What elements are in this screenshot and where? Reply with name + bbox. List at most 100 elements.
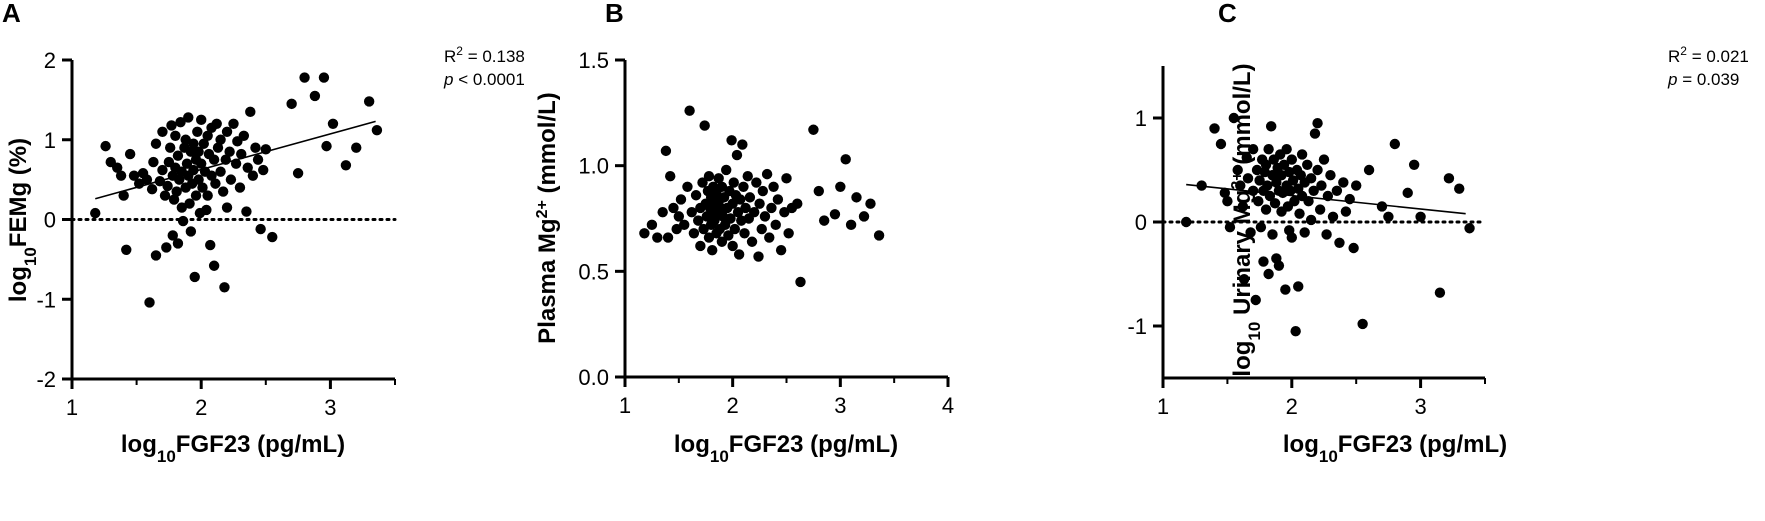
panel-b-point xyxy=(697,177,708,188)
panel-a-regression-line xyxy=(95,120,376,200)
panel-c-letter: C xyxy=(1218,0,1237,28)
panel-b-point xyxy=(679,219,690,231)
panel-c-point xyxy=(1287,175,1299,186)
panel-b-point xyxy=(818,215,830,226)
panel-a-point xyxy=(196,158,207,169)
panel-c-p: p = 0.039 xyxy=(1667,70,1739,89)
panel-c-point xyxy=(1408,159,1420,170)
panel-c-point xyxy=(1254,175,1265,186)
panel-a-point xyxy=(250,142,261,153)
panel-b-point xyxy=(723,230,734,241)
panel-c-y-tick-label: -1 xyxy=(1127,314,1147,339)
panel-a-point xyxy=(201,204,212,216)
panel-b-point xyxy=(639,228,650,239)
panel-b-point xyxy=(783,228,794,239)
panel-c-x-tick-label: 1 xyxy=(1157,394,1169,419)
panel-b-point xyxy=(768,181,779,192)
panel-c-point xyxy=(1253,196,1264,207)
panel-a-point xyxy=(224,146,235,157)
panel-b-xlabel: log10FGF23 (pg/mL) xyxy=(674,431,898,466)
panel-b-point xyxy=(707,245,718,256)
panel-a-point xyxy=(208,154,220,165)
panel-c-point xyxy=(1303,196,1314,207)
panel-b-ylabel: Plasma Mg2+ (mmol/L) xyxy=(534,92,562,344)
panel-a-point xyxy=(221,126,233,137)
panel-a-y-tick-label: 1 xyxy=(44,128,56,153)
panel-a-point xyxy=(363,96,375,107)
panel-c-x-tick-label: 3 xyxy=(1414,394,1426,419)
panel-c-point xyxy=(1235,180,1246,191)
panel-b-point xyxy=(792,198,803,209)
panel-a-point xyxy=(340,160,352,171)
panel-c-point xyxy=(1224,222,1236,233)
panel-c-point xyxy=(1215,138,1227,150)
panel-a-ylabel: log10FEMg (%) xyxy=(5,138,40,302)
panel-c-point xyxy=(1415,211,1426,222)
panel-c-point xyxy=(1338,177,1349,188)
panel-b-point xyxy=(673,211,685,222)
panel-c-point xyxy=(1299,227,1310,238)
panel-b-plot: 0.0 0.5 1.0 1.5 1 2 3 4 xyxy=(578,48,954,418)
panel-a-point xyxy=(198,138,209,149)
panel-a-point xyxy=(150,138,162,149)
panel-c-point xyxy=(1273,260,1285,271)
panel-c-point xyxy=(1302,159,1313,170)
panel-a-point xyxy=(180,134,191,145)
panel-b-point xyxy=(753,251,764,262)
panel-a-x-tick-label: 2 xyxy=(195,395,207,420)
panel-c-point xyxy=(1263,268,1274,280)
panel-a-point xyxy=(170,130,181,141)
panel-c-point xyxy=(1271,177,1282,188)
panel-b-point xyxy=(727,240,738,252)
panel-b-point xyxy=(726,135,737,146)
panel-a-point xyxy=(189,271,200,283)
panel-b-point xyxy=(845,219,857,231)
panel-a-point xyxy=(161,242,172,253)
panel-c-point xyxy=(1321,229,1332,240)
panel-a-point xyxy=(292,168,304,179)
panel-a-point xyxy=(318,72,330,83)
panel-b-y-tick-label: 1.5 xyxy=(578,48,609,73)
panel-c-point xyxy=(1305,173,1317,184)
panel-c-point xyxy=(1267,229,1278,240)
panel-b-point xyxy=(808,124,819,135)
panel-a-point xyxy=(183,112,194,123)
panel-a-point xyxy=(176,202,188,213)
panel-b-point xyxy=(829,209,841,220)
panel-a-point xyxy=(164,142,176,153)
panel-c-point xyxy=(1305,214,1317,226)
panel-c-point xyxy=(1180,216,1192,228)
panel-c-point xyxy=(1340,206,1352,217)
panel-a-point xyxy=(177,215,189,227)
panel-a-point xyxy=(181,158,193,169)
panel-a-y-tick-label: 0 xyxy=(44,208,56,233)
panel-a-point xyxy=(234,182,246,193)
panel-c-point xyxy=(1260,204,1272,215)
panel-a-point xyxy=(212,142,224,153)
panel-a-y-tick-label: 2 xyxy=(44,48,56,73)
panel-b-point xyxy=(781,173,792,184)
panel-b-point xyxy=(646,219,658,231)
panel-a-point xyxy=(309,90,321,102)
panel-a-point xyxy=(172,150,184,161)
panel-c-point xyxy=(1327,211,1339,222)
panel-a-point xyxy=(193,146,204,157)
panel-b-point xyxy=(737,139,748,150)
panel-b-point xyxy=(746,236,758,247)
panel-a-point xyxy=(115,170,127,181)
panel-a-point xyxy=(188,138,199,149)
panel-c-point xyxy=(1402,187,1413,199)
panel-a: A -2 -1 0 1 2 1 2 3 R2 = 0.138 p < 0.0001 log10… xyxy=(2,0,525,466)
panel-c-regression-line xyxy=(1186,183,1466,215)
panel-b-point xyxy=(757,185,769,197)
panel-b-point xyxy=(728,177,739,188)
panel-a-point xyxy=(241,206,252,217)
panel-b-point xyxy=(738,181,749,192)
panel-a-point xyxy=(221,202,233,213)
panel-a-point xyxy=(185,226,197,237)
panel-b-point xyxy=(759,211,771,222)
panel-a-point xyxy=(238,130,250,141)
panel-a-point xyxy=(128,170,140,181)
panel-a-point xyxy=(247,170,259,181)
panel-c: C -1 0 1 1 2 3 R2 = 0.021 p = 0.039 log10FGF2… xyxy=(1127,0,1748,466)
